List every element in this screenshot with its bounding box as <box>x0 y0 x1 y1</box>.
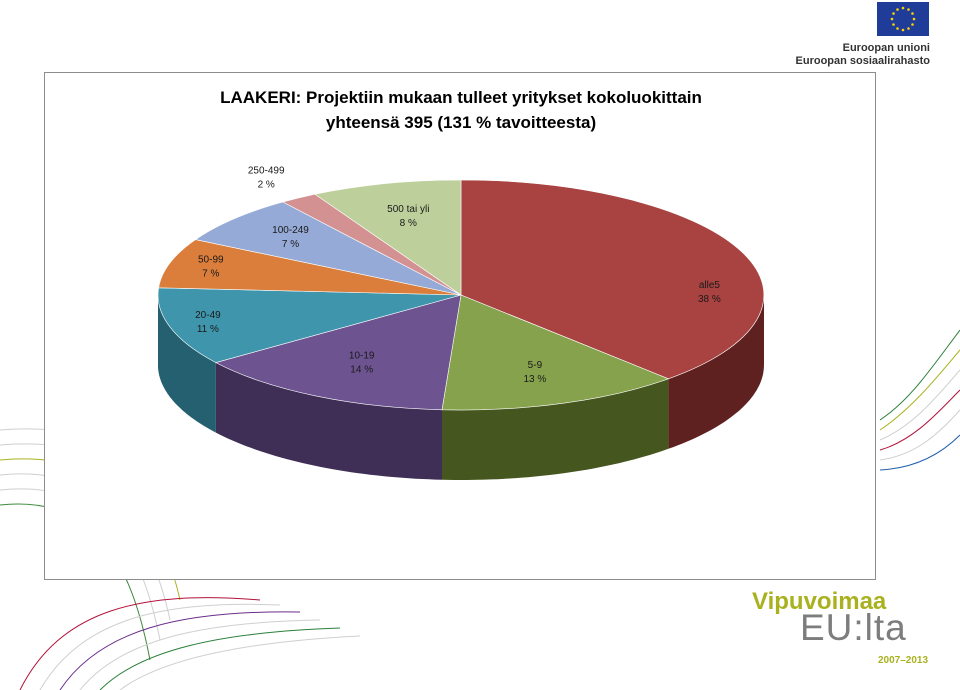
pie-slice-0 <box>460 179 765 380</box>
pie-percent-4: 7 % <box>202 268 219 279</box>
vipuvoimaa-logo-text: Vipuvoimaa <box>752 588 887 615</box>
chart-title: LAAKERI: Projektiin mukaan tulleet yrity… <box>220 88 702 107</box>
pie-percent-7: 8 % <box>400 218 417 229</box>
pie-side-1 <box>442 378 669 480</box>
eu-logo-text-union: Euroopan unioni <box>842 42 930 54</box>
eu-flag-icon <box>877 2 929 36</box>
pie-label-4: 50-99 <box>198 254 224 265</box>
pie-slice-3 <box>157 287 462 363</box>
pie-slice-1 <box>441 294 670 411</box>
pie-side-2 <box>215 362 442 480</box>
eu-logo-text-fund: Euroopan sosiaalirahasto <box>795 55 930 67</box>
eulta-logo-text: EU:lta <box>800 607 907 648</box>
pie-percent-6: 2 % <box>258 180 275 191</box>
pie-chart: alle5 38 % 5-9 13 % 10-19 14 % 20-49 11 % 50-99 7… <box>157 166 765 480</box>
pie-label-2: 10-19 <box>349 351 375 362</box>
pie-label-1: 5-9 <box>528 360 543 371</box>
logo-years: 2007–2013 <box>878 655 929 666</box>
chart-subtitle: yhteensä 395 (131 % tavoitteesta) <box>325 113 597 132</box>
pie-side-0 <box>668 295 764 449</box>
pie-slice-7 <box>314 179 462 296</box>
pie-percent-0: 38 % <box>698 294 721 305</box>
pie-percent-5: 7 % <box>282 239 299 250</box>
pie-label-0: alle5 <box>699 280 721 291</box>
pie-label-5: 100-249 <box>272 225 309 236</box>
pie-slice-5 <box>194 201 462 296</box>
pie-label-3: 20-49 <box>195 310 221 321</box>
pie-slice-2 <box>215 294 462 411</box>
pie-percent-3: 11 % <box>197 324 219 335</box>
chart-panel: LAAKERI: Projektiin mukaan tulleet yrity… <box>44 72 876 580</box>
pie-percent-2: 14 % <box>350 365 373 376</box>
pie-slice-4 <box>158 239 462 296</box>
pie-side-3 <box>158 295 216 433</box>
pie-label-7: 500 tai yli <box>387 204 429 215</box>
pie-label-6: 250-499 <box>248 166 285 177</box>
pie-percent-1: 13 % <box>524 374 547 385</box>
